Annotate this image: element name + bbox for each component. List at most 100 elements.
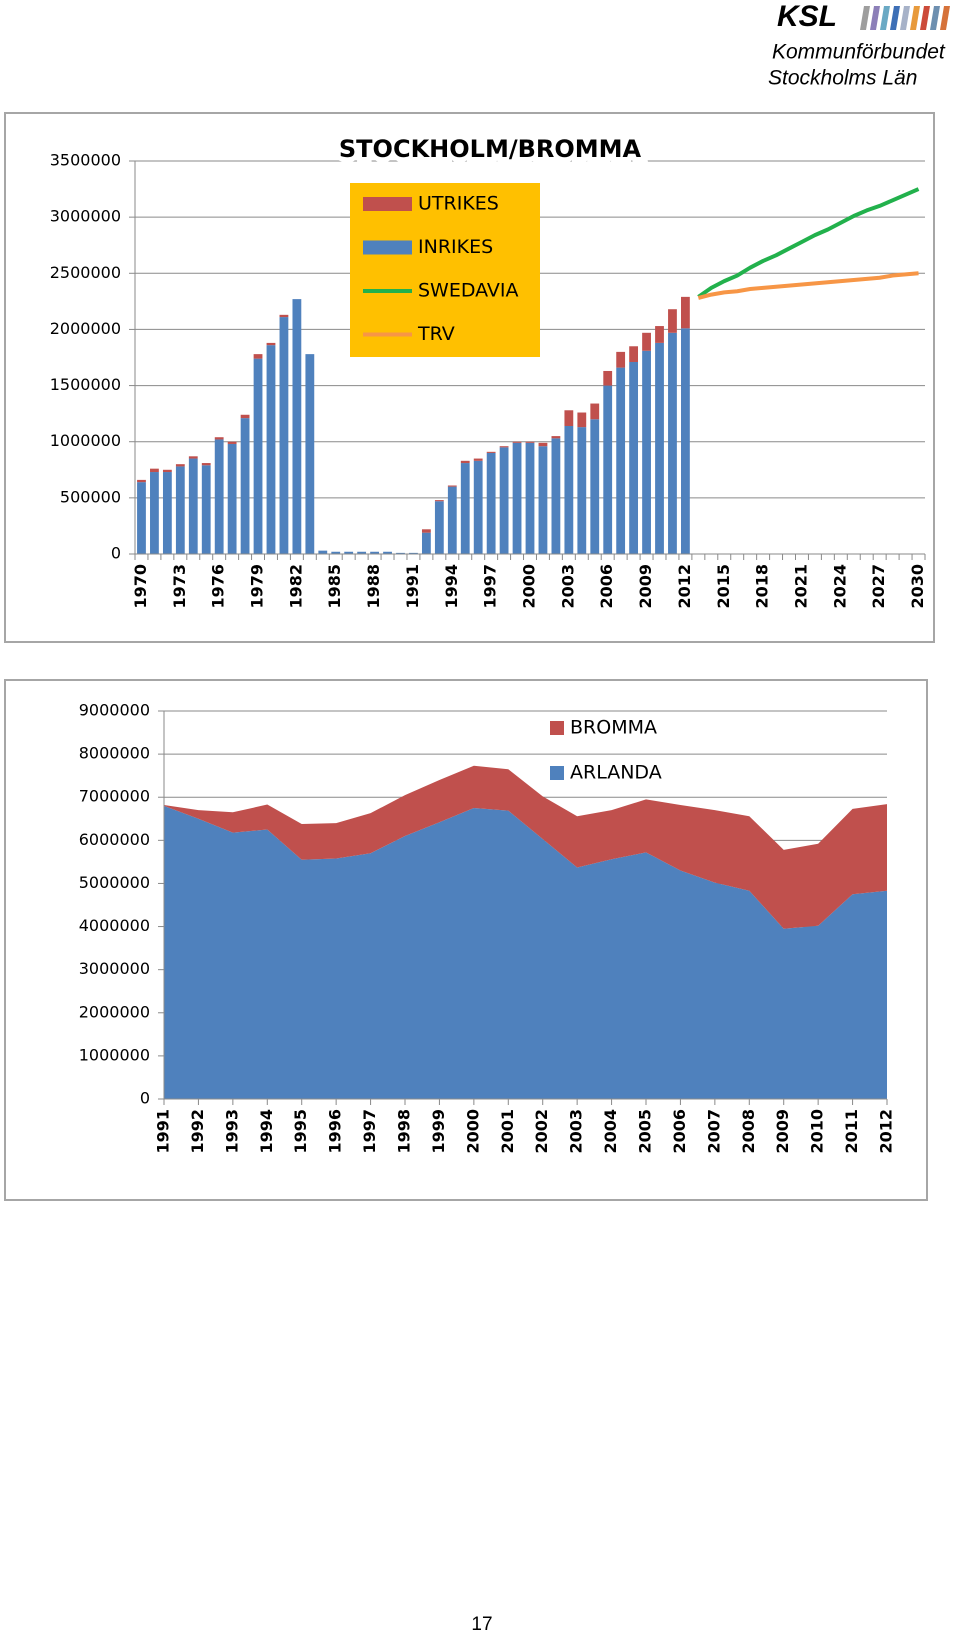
bar xyxy=(279,314,289,318)
y-tick-label: 3000000 xyxy=(50,207,121,226)
bar xyxy=(409,552,418,554)
bar xyxy=(486,451,496,453)
bar xyxy=(188,458,198,554)
line xyxy=(697,187,920,299)
bar xyxy=(577,412,587,428)
bar xyxy=(473,458,483,461)
bar xyxy=(616,351,626,368)
legend-label: BROMMA xyxy=(570,717,657,739)
x-tick-label: 2004 xyxy=(601,1109,620,1154)
bar xyxy=(370,551,379,554)
x-tick-label: 2010 xyxy=(808,1109,827,1154)
y-tick-label: 3000000 xyxy=(79,959,150,978)
y-tick-label: 4000000 xyxy=(79,916,150,935)
x-tick-label: 2006 xyxy=(670,1109,689,1154)
x-tick-label: 2002 xyxy=(532,1109,551,1154)
legend-label: TRV xyxy=(417,323,455,345)
y-tick-label: 8000000 xyxy=(79,744,150,763)
line xyxy=(697,271,919,300)
x-tick-label: 2009 xyxy=(636,564,655,609)
legend-swatch xyxy=(550,766,564,780)
x-tick-label: 2030 xyxy=(908,564,927,609)
y-tick-label: 1500000 xyxy=(50,375,121,394)
bar xyxy=(473,460,483,554)
x-tick-label: 1994 xyxy=(442,564,461,609)
bar xyxy=(512,442,522,554)
x-tick-label: 1982 xyxy=(286,564,305,609)
bar xyxy=(603,385,613,554)
y-tick-label: 500000 xyxy=(60,487,121,506)
y-tick-label: 9000000 xyxy=(79,701,150,720)
legend-label: INRIKES xyxy=(418,236,493,258)
x-tick-label: 2024 xyxy=(830,564,849,609)
bar xyxy=(590,419,600,554)
bar xyxy=(447,486,457,554)
bar xyxy=(292,299,302,554)
bar xyxy=(629,361,639,554)
bar xyxy=(421,529,431,533)
bar xyxy=(253,354,263,359)
bar xyxy=(460,463,470,554)
bar xyxy=(499,447,509,554)
x-tick-label: 2001 xyxy=(498,1109,517,1154)
bar xyxy=(227,443,237,554)
bar xyxy=(175,466,185,554)
area xyxy=(164,805,887,1099)
x-tick-label: 1985 xyxy=(325,564,344,609)
x-tick-label: 2003 xyxy=(567,1109,586,1154)
x-tick-label: 2009 xyxy=(773,1109,792,1154)
x-tick-label: 2012 xyxy=(675,564,694,609)
bar xyxy=(655,342,664,554)
bar xyxy=(318,550,328,554)
x-tick-label: 1996 xyxy=(326,1109,345,1154)
bar xyxy=(551,438,561,554)
bar xyxy=(357,551,367,554)
x-tick-label: 1979 xyxy=(248,564,267,609)
bar xyxy=(175,464,185,467)
legend-label: SWEDAVIA xyxy=(418,280,519,302)
y-tick-label: 7000000 xyxy=(79,787,150,806)
bar xyxy=(603,370,613,386)
bar xyxy=(434,501,444,554)
bar xyxy=(240,418,250,554)
bar xyxy=(538,446,548,554)
bar xyxy=(396,552,405,554)
x-tick-label: 2000 xyxy=(463,1109,482,1154)
bar xyxy=(668,309,677,333)
bar xyxy=(538,442,548,447)
x-tick-label: 2012 xyxy=(877,1109,896,1154)
logo: KSL xyxy=(777,0,837,33)
x-tick-label: 1991 xyxy=(154,1109,173,1154)
x-tick-label: 2008 xyxy=(739,1109,758,1154)
bar xyxy=(486,452,496,554)
bar xyxy=(668,332,677,554)
y-tick-label: 2000000 xyxy=(79,1002,150,1021)
logo-stripes xyxy=(860,6,950,30)
legend-swatch xyxy=(363,240,412,255)
bar xyxy=(227,441,237,444)
x-tick-label: 2015 xyxy=(714,564,733,609)
bar xyxy=(162,469,172,473)
x-tick-label: 1970 xyxy=(131,564,150,609)
bar xyxy=(434,500,444,502)
bar xyxy=(642,350,651,554)
bar xyxy=(188,456,198,459)
bar xyxy=(331,551,341,554)
x-tick-label: 2000 xyxy=(520,564,539,609)
bar xyxy=(447,485,457,487)
x-tick-label: 1997 xyxy=(481,564,500,609)
bar xyxy=(214,437,224,440)
legend-label: ARLANDA xyxy=(570,762,662,784)
x-tick-label: 1997 xyxy=(360,1109,379,1154)
bar xyxy=(279,317,289,554)
bar xyxy=(577,427,587,554)
bar xyxy=(551,436,561,439)
bar xyxy=(150,472,159,554)
bar xyxy=(460,460,470,464)
legend-swatch xyxy=(363,197,412,211)
y-tick-label: 1000000 xyxy=(50,431,121,450)
bar xyxy=(150,468,159,473)
x-tick-label: 2027 xyxy=(869,564,888,609)
bar xyxy=(240,414,250,419)
legend-label: UTRIKES xyxy=(418,193,499,215)
